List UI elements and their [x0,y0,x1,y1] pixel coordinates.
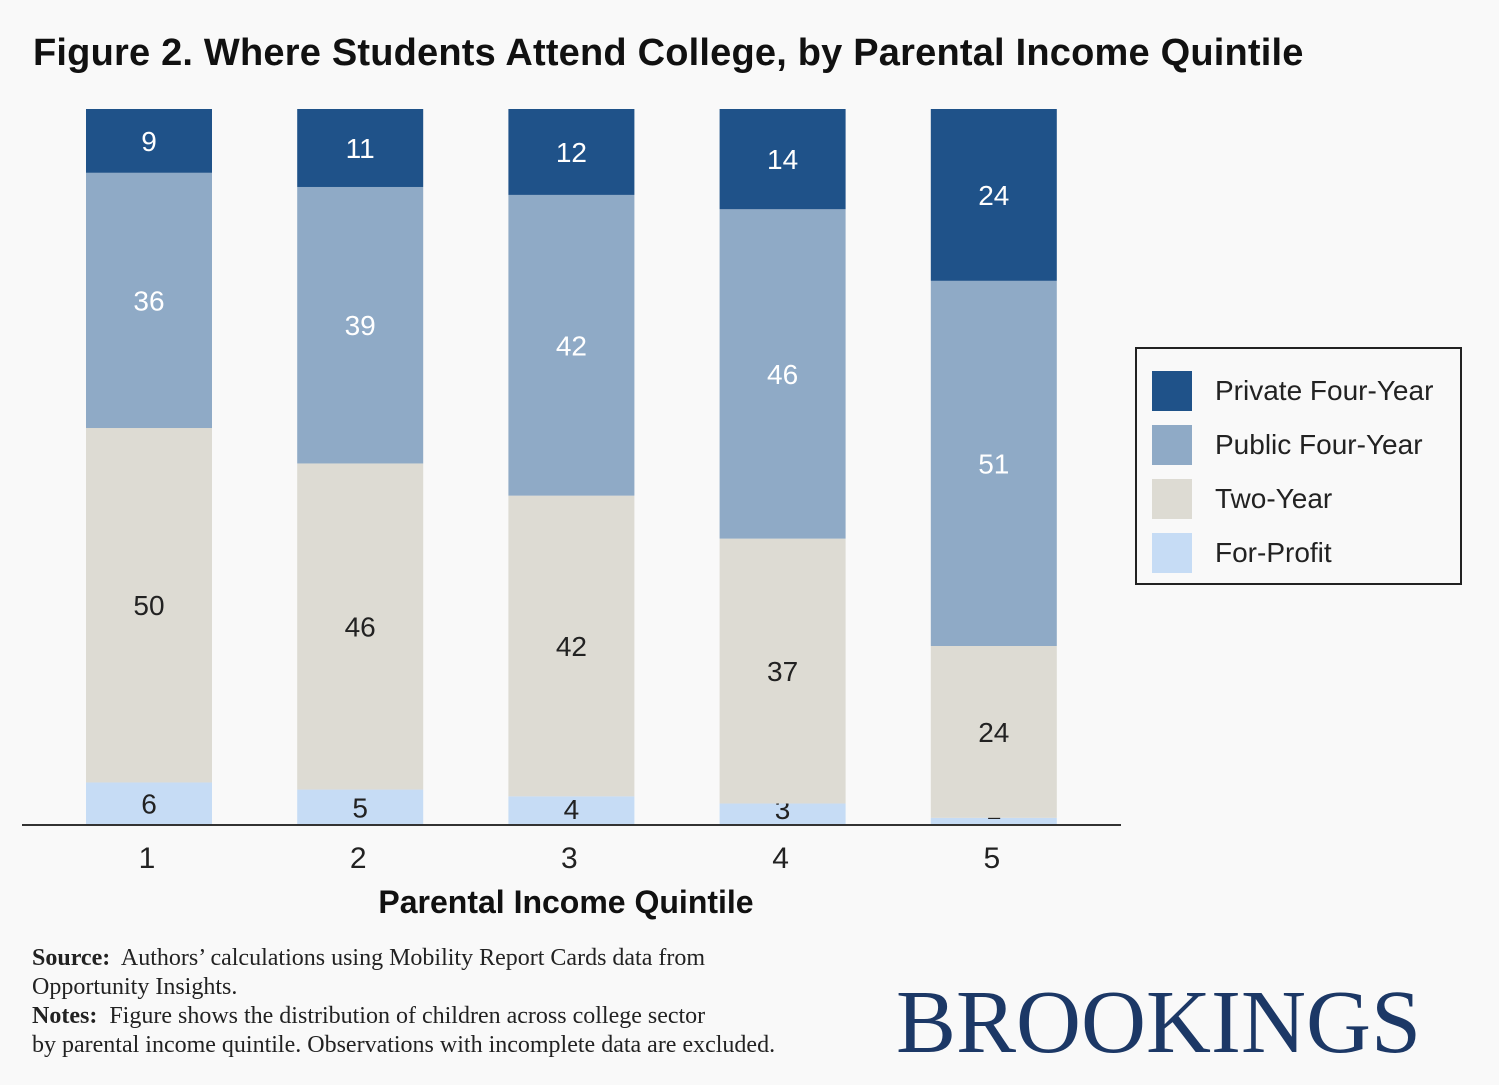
data-label: 50 [133,590,164,621]
source-text-2: Opportunity Insights. [32,974,238,1000]
legend: Private Four-Year Public Four-Year Two-Yea… [1135,347,1462,585]
data-label: 6 [141,789,157,820]
bar-segment [86,172,212,429]
bar-segment [508,109,635,195]
bar-segment [719,109,846,210]
data-label: 42 [556,631,587,662]
legend-item: Private Four-Year [1152,371,1433,411]
x-axis-title: Parental Income Quintile [378,884,753,920]
bar-segment [508,194,635,496]
data-label: 46 [767,359,798,390]
bar-segment [930,109,1057,281]
notes-label: Notes: [32,1003,98,1029]
notes-text: Figure shows the distribution of childre… [109,1003,706,1029]
legend-item: Public Four-Year [1152,425,1423,465]
source-text: Authors’ calculations using Mobility Rep… [120,945,706,971]
notes: Source: Authors’ calculations using Mobi… [32,944,775,1060]
bar-segment [930,280,1057,646]
data-label: 39 [345,310,376,341]
data-label: 14 [767,144,798,175]
legend-label: For-Profit [1215,537,1332,568]
chart-title: Figure 2. Where Students Attend College,… [33,32,1304,74]
legend-label: Private Four-Year [1215,375,1434,406]
data-label: 37 [767,656,798,687]
legend-swatch [1152,533,1192,573]
bar-segment [719,538,846,804]
bar-segment [508,796,635,825]
legend-label: Public Four-Year [1215,429,1423,460]
legend-item: Two-Year [1152,479,1332,519]
x-tick-label: 5 [983,842,1000,875]
data-label: 5 [352,792,368,823]
bar-segment [297,186,424,464]
source-label: Source: [32,945,111,971]
bar-segment [86,428,212,783]
data-label: 46 [345,612,376,643]
data-label: 12 [556,137,587,168]
data-label: 42 [556,330,587,361]
bar-segment [297,463,424,790]
bar-segment [297,109,424,187]
bar-segment [297,789,424,825]
bar-segment [86,782,212,825]
brookings-logo: BROOKINGS [896,973,1422,1072]
bar-segment [719,209,846,539]
x-tick-label: 3 [561,842,578,875]
data-label: 24 [978,180,1009,211]
x-tick-label: 4 [772,842,789,875]
data-label: 11 [346,133,375,164]
x-tick-label: 1 [139,842,156,875]
bar-segment [930,646,1057,818]
data-label: 9 [141,126,157,157]
notes-text-2: by parental income quintile. Observation… [32,1032,776,1058]
bar-segment [719,803,846,825]
legend-swatch [1152,425,1192,465]
data-label: 36 [133,285,164,316]
data-label: 24 [978,717,1009,748]
legend-item: For-Profit [1152,533,1332,573]
legend-swatch [1152,479,1192,519]
data-label: 51 [978,448,1009,479]
legend-label: Two-Year [1215,483,1333,514]
legend-swatch [1152,371,1192,411]
data-label: 4 [564,794,580,825]
bar-segment [86,109,212,173]
bar-segment [508,495,635,797]
bar-segment [930,817,1057,825]
x-tick-label: 2 [350,842,367,875]
